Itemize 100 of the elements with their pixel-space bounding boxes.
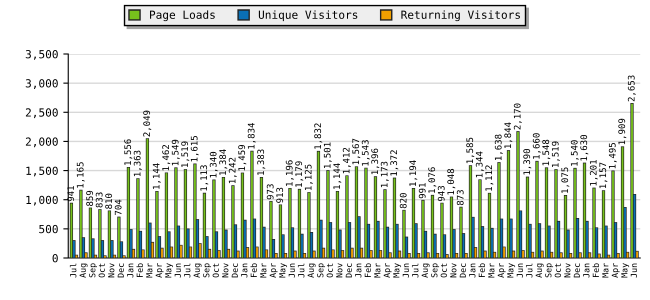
x-tick-label: Nov [450, 263, 456, 278]
data-label: 1,157 [599, 162, 608, 188]
x-tick-label: Mar [146, 263, 152, 278]
data-label: 1,519 [552, 142, 560, 167]
y-tick-label: 2,000 [26, 137, 58, 148]
x-tick-label: Oct [440, 264, 447, 278]
x-tick-label: May [621, 263, 630, 278]
data-label: 833 [96, 192, 103, 208]
x-tick-label: Jul [184, 264, 190, 278]
x-tick-label: Aug [308, 264, 316, 278]
x-tick-label: May [393, 263, 402, 278]
x-tick-label: Oct [326, 264, 333, 278]
data-label: 1,179 [295, 161, 304, 187]
x-tick-label: Feb [592, 263, 599, 277]
data-label: 1,384 [219, 149, 228, 175]
data-label: 1,112 [485, 165, 494, 191]
x-tick-label: Oct [98, 264, 105, 278]
x-tick-label: Aug [80, 264, 88, 278]
x-tick-label: Dec [232, 264, 238, 278]
data-label: 1,242 [228, 158, 237, 184]
legend-label: Page Loads [150, 10, 215, 22]
x-tick-label: Sep [89, 263, 98, 278]
data-label: 1,113 [200, 165, 208, 191]
data-label: 1,383 [257, 150, 266, 175]
data-label: 1,543 [362, 140, 370, 166]
x-tick-label: Sep [203, 263, 212, 278]
data-label: 2,170 [514, 104, 522, 130]
data-label: 1,540 [570, 140, 579, 166]
data-label: 1,844 [504, 122, 512, 148]
x-tick-label: Apr [156, 263, 164, 278]
data-label: 1,832 [314, 123, 322, 149]
x-tick-label: Jun [402, 264, 409, 278]
x-tick-label: Mar [260, 263, 266, 278]
x-tick-label: Oct [212, 264, 219, 278]
y-tick-label: 2,500 [26, 108, 58, 118]
x-tick-label: May [279, 263, 288, 278]
data-label: 1,144 [333, 163, 342, 189]
data-label: 1,567 [352, 138, 360, 164]
data-label: 1,412 [342, 148, 351, 174]
data-label: 1,201 [590, 160, 598, 186]
data-label: 1,144 [152, 163, 161, 189]
x-tick-label: Aug [536, 264, 544, 278]
x-tick-label: Jun [516, 264, 523, 278]
x-tick-label: Jan [469, 264, 476, 278]
data-label: 1,462 [162, 144, 170, 170]
data-label: 1,459 [238, 145, 246, 170]
x-tick-label: Jul [298, 264, 304, 278]
data-label: 1,630 [580, 135, 588, 161]
x-tick-label: Jun [288, 264, 295, 278]
legend-label: Returning Visitors [401, 10, 520, 22]
data-label: 1,615 [190, 136, 199, 162]
data-label: 704 [114, 200, 122, 215]
legend-label: Unique Visitors [258, 10, 358, 22]
x-tick-label: Oct [554, 264, 561, 278]
data-label: 991 [418, 183, 426, 198]
y-tick-label: 0 [52, 254, 58, 262]
x-tick-label: Jul [412, 264, 418, 278]
data-label: 1,501 [324, 142, 332, 168]
data-label: 1,196 [286, 160, 294, 186]
x-tick-label: May [507, 263, 516, 278]
x-tick-label: Apr [270, 263, 278, 278]
data-label: 1,194 [409, 160, 418, 186]
x-tick-label: Feb [136, 263, 143, 277]
data-label: 1,396 [371, 148, 380, 174]
data-label: 1,372 [390, 150, 398, 176]
data-label: 1,585 [466, 138, 474, 164]
x-tick-label: Sep [545, 263, 554, 278]
x-tick-label: Aug [194, 264, 202, 278]
x-tick-label: Dec [118, 264, 124, 278]
data-label: 1,173 [380, 162, 389, 188]
x-tick-label: Sep [431, 263, 440, 278]
y-tick-label: 3,500 [26, 50, 58, 60]
data-label: 943 [438, 186, 445, 202]
x-tick-label: Apr [384, 263, 392, 278]
x-tick-label: Feb [250, 263, 257, 277]
y-tick-label: 500 [39, 224, 58, 234]
x-tick-label: Feb [364, 263, 371, 277]
x-tick-label: Sep [317, 263, 326, 278]
data-label: 1,549 [172, 140, 180, 166]
data-label: 1,519 [181, 142, 190, 167]
data-label: 1,048 [447, 168, 456, 194]
x-tick-label: Jul [70, 264, 76, 278]
x-tick-label: Apr [612, 263, 620, 278]
data-label: 2,049 [143, 110, 152, 137]
data-label: 1,165 [76, 162, 85, 188]
x-tick-label: Aug [422, 264, 430, 278]
x-tick-label: May [165, 263, 174, 278]
x-tick-label: Nov [564, 263, 570, 278]
x-tick-label: Mar [602, 263, 608, 278]
x-tick-label: Mar [488, 263, 494, 278]
x-tick-label: Nov [336, 263, 342, 278]
x-tick-label: Jan [583, 264, 590, 278]
data-label: 859 [86, 190, 94, 206]
data-label: 1,076 [428, 167, 436, 193]
data-label: 913 [276, 188, 284, 203]
data-label: 1,638 [494, 134, 503, 160]
data-label: 1,340 [210, 152, 218, 178]
data-label: 1,125 [304, 164, 313, 190]
x-tick-label: Nov [108, 263, 114, 278]
data-label: 973 [266, 184, 274, 200]
